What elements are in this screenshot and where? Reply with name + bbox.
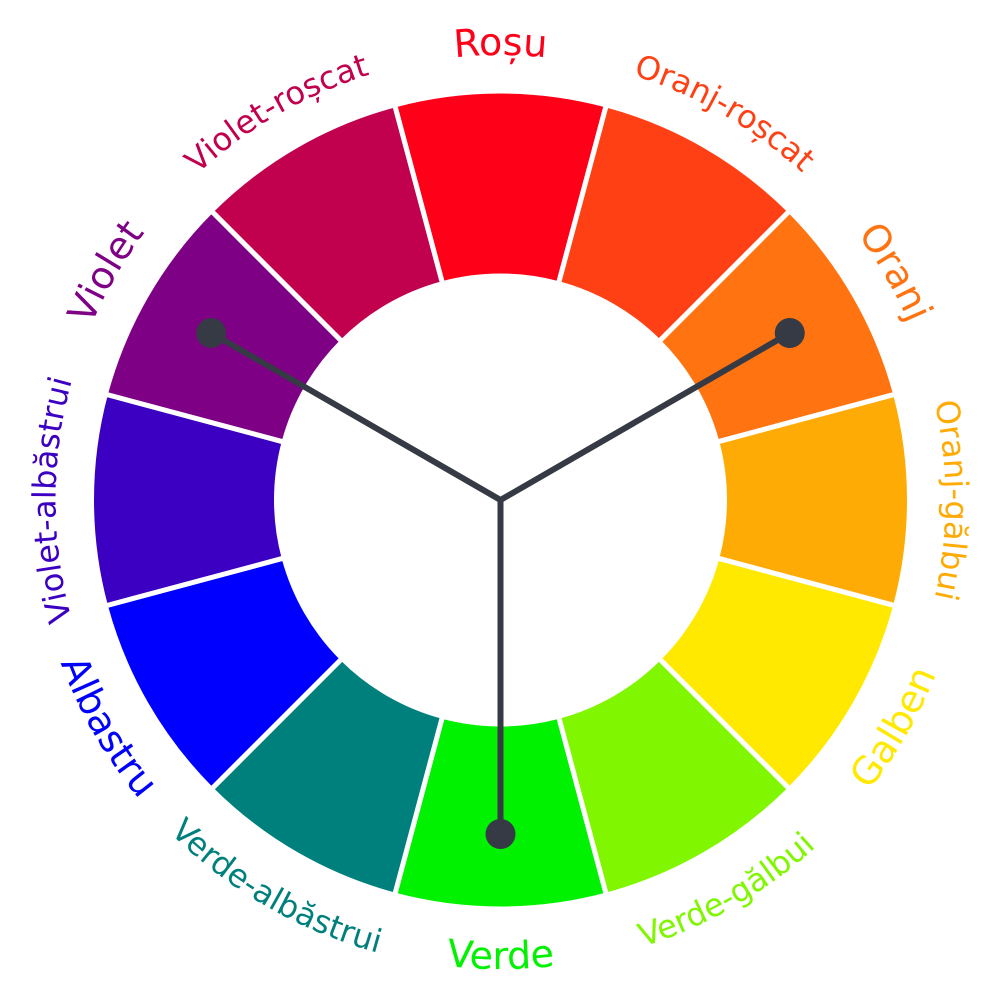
triad-dot-violet (196, 318, 227, 348)
label-verde: Verde (445, 931, 555, 978)
triad-dot-verde (485, 819, 516, 849)
triad-line-oranj (497, 330, 793, 503)
label-oranj-galbui: Oranj-gălbui (927, 396, 976, 604)
triad-dot-oranj (774, 318, 805, 348)
label-rosu: Roșu (452, 20, 549, 66)
triad-line-violet (208, 330, 504, 503)
label-violet-albastrui: Violet-albăstrui (25, 372, 79, 627)
triad-indicator (196, 318, 805, 849)
